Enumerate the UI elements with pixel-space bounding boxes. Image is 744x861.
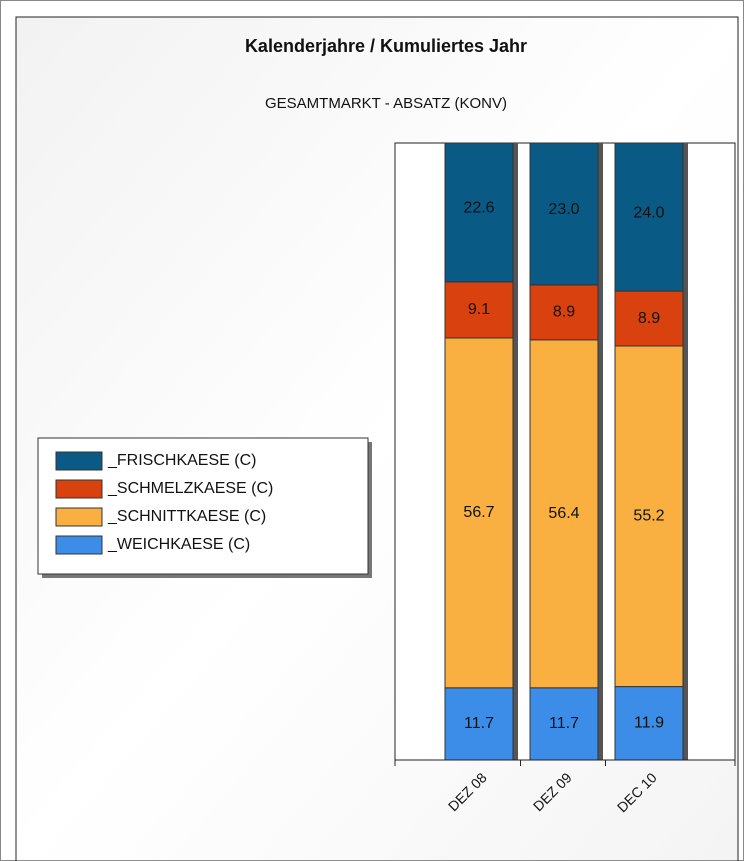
bar-segment bbox=[614, 142, 684, 292]
legend-label: _FRISCHKAESE (C) bbox=[107, 452, 256, 469]
chart-title: Kalenderjahre / Kumuliertes Jahr bbox=[245, 36, 527, 56]
data-label: 56.4 bbox=[548, 505, 579, 522]
bar-segment bbox=[529, 284, 599, 341]
bar-segment bbox=[614, 290, 684, 347]
data-label: 24.0 bbox=[633, 204, 664, 221]
bar-segment bbox=[529, 339, 599, 689]
legend-swatch bbox=[55, 507, 103, 527]
legend-label: _SCHNITTKAESE (C) bbox=[107, 508, 266, 525]
legend-swatch bbox=[55, 451, 103, 471]
data-label: 23.0 bbox=[548, 201, 579, 218]
data-label: 11.7 bbox=[464, 715, 494, 732]
bar-segment bbox=[444, 337, 514, 689]
bar-segment bbox=[529, 687, 599, 761]
data-label: 9.1 bbox=[468, 301, 490, 318]
bar-segment bbox=[444, 142, 514, 283]
bar-segment bbox=[529, 142, 599, 286]
bar-segment bbox=[444, 687, 514, 761]
legend-swatch bbox=[55, 535, 103, 555]
data-label: 11.9 bbox=[634, 715, 664, 732]
data-label: 8.9 bbox=[553, 304, 575, 321]
chart-subtitle: GESAMTMARKT - ABSATZ (KONV) bbox=[265, 95, 507, 112]
bar-segment bbox=[614, 345, 684, 688]
bar-segment bbox=[444, 281, 514, 339]
legend-label: _WEICHKAESE (C) bbox=[107, 536, 250, 553]
legend-swatch bbox=[55, 479, 103, 499]
data-label: 56.7 bbox=[463, 504, 494, 521]
legend-label: _SCHMELZKAESE (C) bbox=[107, 480, 273, 497]
data-label: 11.7 bbox=[549, 715, 579, 732]
data-label: 55.2 bbox=[633, 508, 664, 525]
bar-segment bbox=[614, 686, 684, 761]
data-label: 8.9 bbox=[638, 310, 660, 327]
data-label: 22.6 bbox=[463, 200, 494, 217]
